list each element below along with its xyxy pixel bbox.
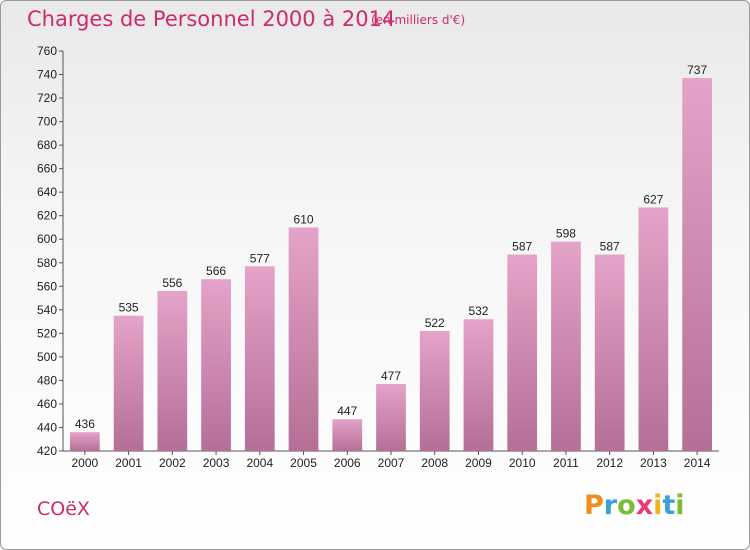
y-tick-label: 460 [37, 397, 57, 411]
x-tick-label-2011: 2011 [553, 456, 579, 470]
value-label-2005: 610 [294, 212, 314, 226]
value-label-2000: 436 [75, 417, 95, 431]
logo-letter: o [617, 490, 636, 521]
y-tick-label: 620 [37, 209, 57, 223]
x-tick-label-2005: 2005 [290, 456, 317, 470]
bar-2014 [682, 78, 713, 451]
y-axis: 420 440 460 480 500 520 540 560 580 600 620 640 660 6… [37, 44, 64, 458]
bar-2000 [69, 432, 100, 451]
y-tick-label: 500 [37, 350, 57, 364]
value-label-2007: 477 [381, 369, 401, 383]
value-label-2001: 535 [119, 301, 139, 315]
bar-2013 [638, 207, 669, 451]
value-label-2004: 577 [250, 251, 270, 265]
value-label-2006: 447 [337, 404, 357, 418]
y-tick-label: 600 [37, 232, 57, 246]
y-tick-label: 440 [37, 420, 57, 434]
x-tick-label-2006: 2006 [334, 456, 361, 470]
bar-2002 [157, 291, 188, 451]
y-tick-label: 740 [37, 68, 57, 82]
chart-title: Charges de Personnel 2000 à 2014 [27, 7, 396, 31]
bar-2006 [332, 419, 363, 451]
value-label-2013: 627 [643, 192, 663, 206]
bars: 436 535 556 566 577 610 447 477 522 532 587 598 587 6… [69, 63, 713, 451]
logo-letter: i [675, 490, 685, 521]
x-tick-label-2012: 2012 [596, 456, 623, 470]
value-label-2010: 587 [512, 240, 532, 254]
logo-letter: x [635, 490, 654, 521]
x-tick-label-2013: 2013 [640, 456, 667, 470]
bar-2003 [201, 279, 231, 451]
bar-2004 [244, 266, 275, 451]
y-tick-label: 640 [37, 185, 57, 199]
value-label-2009: 532 [468, 304, 488, 318]
commune-name: COëX [37, 498, 90, 520]
x-tick-label-2010: 2010 [509, 456, 536, 470]
x-tick-label-2001: 2001 [115, 456, 142, 470]
bar-2007 [376, 383, 406, 451]
y-tick-label: 580 [37, 256, 57, 270]
y-tick-label: 540 [37, 303, 57, 317]
bar-2009 [463, 319, 494, 451]
value-label-2014: 737 [687, 63, 707, 77]
y-tick-label: 760 [37, 44, 57, 58]
proxiti-logo: Proxiti [584, 490, 685, 521]
value-label-2008: 522 [425, 316, 445, 330]
x-tick-label-2003: 2003 [203, 456, 230, 470]
logo-letter: P [584, 490, 604, 521]
bar-2001 [113, 315, 144, 451]
y-tick-label: 560 [37, 279, 57, 293]
y-tick-label: 480 [37, 373, 57, 387]
x-tick-label-2014: 2014 [684, 456, 711, 470]
value-label-2012: 587 [600, 240, 620, 254]
logo-letter: t [662, 490, 676, 521]
y-tick-label: 700 [37, 115, 57, 129]
x-tick-label-2002: 2002 [159, 456, 186, 470]
x-tick-label-2009: 2009 [465, 456, 492, 470]
y-tick-label: 520 [37, 326, 57, 340]
value-label-2002: 556 [162, 276, 182, 290]
y-tick-label: 680 [37, 138, 57, 152]
y-tick-label: 660 [37, 162, 57, 176]
logo-letter: r [603, 490, 618, 521]
x-tick-label-2007: 2007 [378, 456, 405, 470]
x-axis: 2000 2001 2002 2003 2004 2005 2006 2007 2008 2009… [63, 450, 719, 470]
bar-2012 [594, 254, 625, 451]
value-label-2011: 598 [556, 227, 576, 241]
bar-2010 [507, 254, 538, 451]
chart-subtitle: (en milliers d'€) [371, 13, 466, 27]
value-label-2003: 566 [206, 264, 226, 278]
y-tick-label: 420 [37, 444, 57, 458]
y-tick-label: 720 [37, 91, 57, 105]
bar-2011 [551, 241, 581, 451]
x-tick-label-2004: 2004 [246, 456, 273, 470]
x-tick-label-2000: 2000 [72, 456, 99, 470]
bar-2005 [288, 227, 319, 451]
logo-letter: i [653, 490, 663, 521]
bar-2008 [419, 331, 450, 451]
x-tick-label-2008: 2008 [421, 456, 448, 470]
